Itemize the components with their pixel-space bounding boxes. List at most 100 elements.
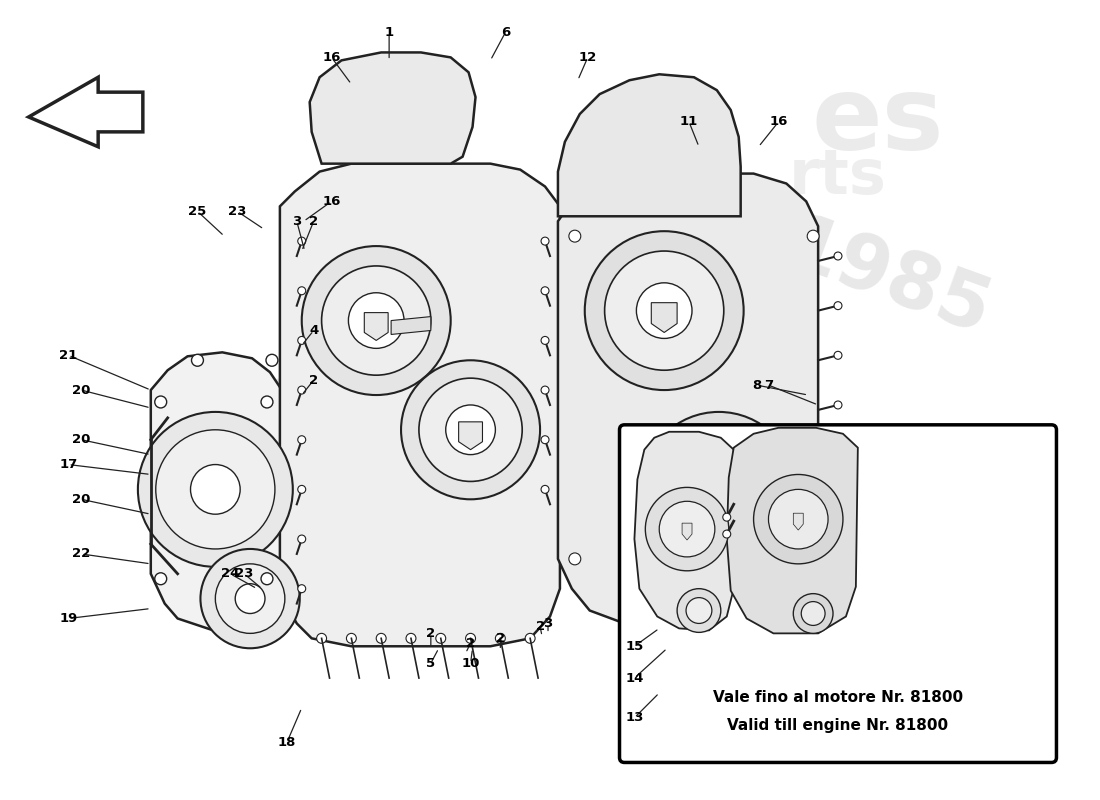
Text: 1985: 1985: [776, 210, 1000, 352]
Circle shape: [678, 589, 721, 632]
Circle shape: [298, 286, 306, 294]
Circle shape: [541, 486, 549, 494]
Polygon shape: [459, 422, 483, 450]
Text: 2: 2: [536, 620, 544, 633]
Circle shape: [402, 360, 540, 499]
Text: 16: 16: [769, 115, 788, 129]
Circle shape: [834, 450, 842, 458]
Text: 24: 24: [221, 567, 240, 580]
Circle shape: [621, 614, 634, 626]
Circle shape: [301, 246, 451, 395]
Text: 16: 16: [322, 195, 341, 208]
Circle shape: [235, 584, 265, 614]
Circle shape: [541, 386, 549, 394]
Circle shape: [446, 405, 495, 454]
Circle shape: [801, 602, 825, 626]
Polygon shape: [29, 78, 143, 146]
Circle shape: [659, 502, 715, 557]
Circle shape: [191, 354, 204, 366]
Text: 23: 23: [235, 567, 253, 580]
Circle shape: [834, 302, 842, 310]
Text: 23: 23: [228, 205, 246, 218]
Circle shape: [646, 487, 728, 571]
Circle shape: [569, 553, 581, 565]
Polygon shape: [364, 313, 388, 341]
Text: 2: 2: [466, 637, 475, 650]
Circle shape: [793, 594, 833, 634]
Text: Vale fino al motore Nr. 81800: Vale fino al motore Nr. 81800: [713, 690, 962, 706]
Circle shape: [585, 231, 744, 390]
Circle shape: [436, 634, 446, 643]
Circle shape: [637, 283, 692, 338]
Text: 6: 6: [500, 26, 510, 39]
Text: 20: 20: [73, 493, 90, 506]
Text: 20: 20: [73, 434, 90, 446]
Polygon shape: [682, 523, 692, 540]
Text: 2: 2: [309, 214, 318, 228]
Circle shape: [298, 585, 306, 593]
Circle shape: [298, 535, 306, 543]
Text: 14: 14: [625, 671, 644, 685]
Circle shape: [298, 337, 306, 344]
Circle shape: [465, 634, 475, 643]
Text: 8: 8: [752, 378, 761, 392]
Polygon shape: [151, 352, 282, 634]
Circle shape: [541, 286, 549, 294]
Circle shape: [298, 436, 306, 444]
Polygon shape: [727, 428, 858, 634]
Text: 12: 12: [579, 51, 597, 64]
Polygon shape: [310, 53, 475, 164]
Text: 2: 2: [496, 632, 505, 645]
Circle shape: [754, 474, 843, 564]
Text: 21: 21: [59, 349, 77, 362]
Text: 11: 11: [680, 115, 698, 129]
Circle shape: [298, 237, 306, 245]
Circle shape: [541, 436, 549, 444]
FancyBboxPatch shape: [619, 425, 1056, 762]
Text: euro: euro: [234, 346, 627, 494]
Text: 13: 13: [625, 711, 644, 724]
Text: 9: 9: [642, 642, 652, 654]
Text: 15: 15: [625, 640, 644, 653]
Circle shape: [834, 401, 842, 409]
Circle shape: [769, 490, 828, 549]
Text: 10: 10: [461, 657, 480, 670]
Polygon shape: [793, 514, 803, 530]
Text: 2: 2: [427, 627, 436, 640]
Circle shape: [266, 354, 278, 366]
Circle shape: [155, 573, 167, 585]
Polygon shape: [651, 302, 678, 333]
Text: a passion for parts: a passion for parts: [288, 514, 573, 543]
Circle shape: [138, 412, 293, 567]
Circle shape: [216, 564, 285, 634]
Text: 2: 2: [309, 374, 318, 386]
Circle shape: [200, 549, 299, 648]
Circle shape: [723, 530, 730, 538]
Text: 20: 20: [73, 383, 90, 397]
Circle shape: [694, 465, 744, 514]
Circle shape: [723, 514, 730, 521]
Text: 3: 3: [543, 617, 552, 630]
Circle shape: [321, 266, 431, 375]
Circle shape: [261, 396, 273, 408]
Circle shape: [261, 573, 273, 585]
Circle shape: [834, 500, 842, 508]
Polygon shape: [558, 74, 740, 216]
Circle shape: [605, 251, 724, 370]
Polygon shape: [279, 164, 560, 646]
Circle shape: [190, 465, 240, 514]
Circle shape: [419, 378, 522, 482]
Circle shape: [155, 396, 167, 408]
Circle shape: [752, 614, 764, 626]
Circle shape: [406, 634, 416, 643]
Circle shape: [346, 634, 356, 643]
Text: 1: 1: [385, 26, 394, 39]
Circle shape: [641, 412, 796, 567]
Circle shape: [834, 252, 842, 260]
Circle shape: [298, 386, 306, 394]
Text: Valid till engine Nr. 81800: Valid till engine Nr. 81800: [727, 718, 948, 734]
Polygon shape: [635, 432, 734, 630]
Circle shape: [541, 237, 549, 245]
Text: es: es: [812, 71, 944, 173]
Polygon shape: [392, 317, 431, 334]
